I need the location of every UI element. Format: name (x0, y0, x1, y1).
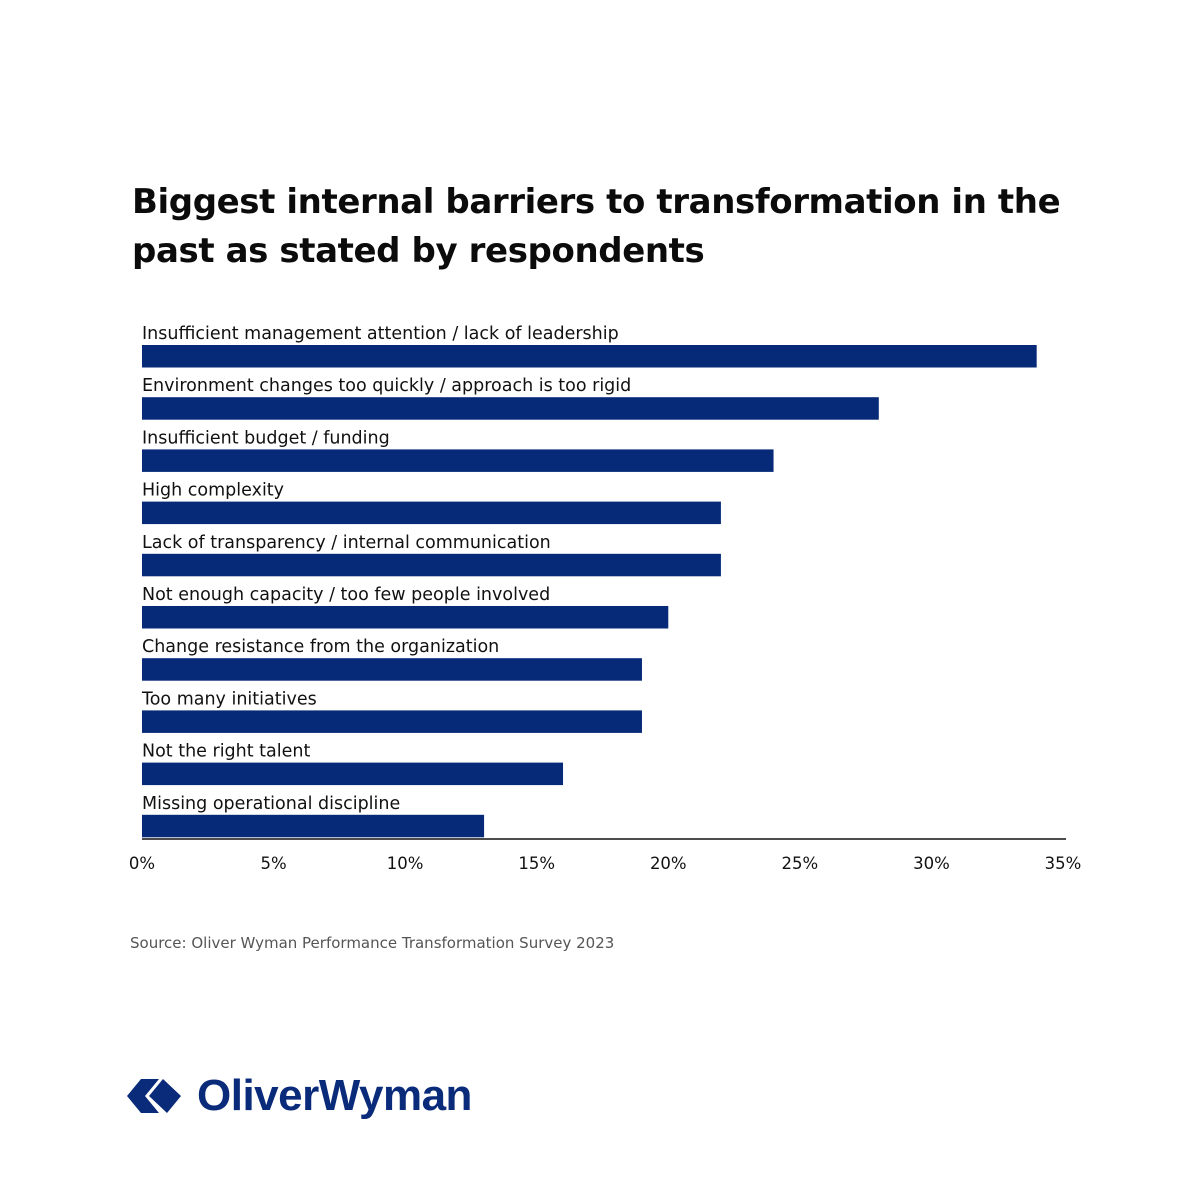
x-tick-label: 35% (1045, 854, 1082, 873)
category-label: Too many initiatives (141, 689, 317, 709)
chart-title: Biggest internal barriers to transformat… (132, 182, 1061, 271)
bar (142, 553, 721, 577)
x-tick-label: 30% (913, 854, 950, 873)
bar (142, 397, 879, 420)
x-tick-label: 15% (518, 854, 555, 873)
category-label: Insufficient management attention / lack… (142, 324, 619, 344)
bar (142, 658, 642, 681)
source-note: Source: Oliver Wyman Performance Transfo… (130, 934, 615, 952)
category-label: Lack of transparency / internal communic… (142, 533, 551, 553)
x-tick-label: 25% (782, 854, 819, 873)
x-tick-label: 20% (650, 854, 687, 873)
x-tick-label: 0% (129, 854, 155, 873)
bar (142, 606, 669, 629)
category-label: Not enough capacity / too few people inv… (142, 585, 550, 605)
category-label: Environment changes too quickly / approa… (142, 376, 631, 396)
bar (142, 345, 1037, 368)
x-tick-label: 10% (387, 854, 424, 873)
bar (142, 814, 485, 838)
category-label: High complexity (142, 481, 284, 501)
x-tick-label: 5% (260, 854, 286, 873)
logo-text: OliverWyman (197, 1071, 472, 1120)
brand-logo: OliverWyman (123, 1068, 472, 1124)
bar-chart: Insufficient management attention / lack… (129, 324, 1082, 873)
category-label: Change resistance from the organization (142, 637, 499, 657)
category-label: Missing operational discipline (142, 794, 400, 814)
bar (142, 501, 721, 525)
category-label: Not the right talent (142, 742, 310, 762)
category-label: Insufficient budget / funding (142, 428, 390, 448)
bar (142, 449, 774, 472)
bar (142, 710, 642, 733)
oliver-wyman-mark-icon (127, 1079, 181, 1113)
bar (142, 762, 564, 786)
